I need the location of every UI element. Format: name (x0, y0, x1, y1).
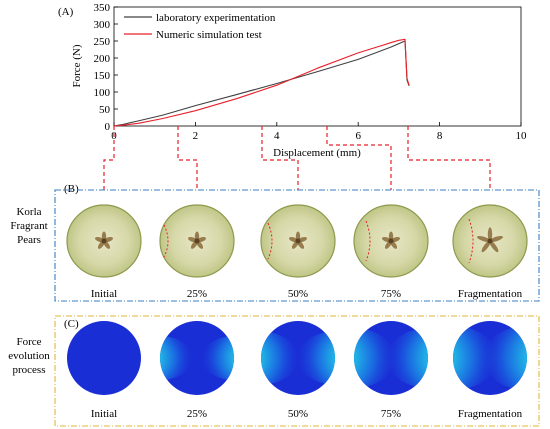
pear-core (388, 238, 394, 244)
x-axis: 0 2 4 6 8 10 (111, 122, 527, 142)
connector-75 (326, 126, 392, 190)
crack-marker (163, 224, 169, 258)
stage-label: 50% (288, 408, 308, 420)
seed-chamber (476, 235, 491, 243)
panel-a-label: (A) (58, 6, 74, 18)
pear-core (487, 238, 493, 244)
label-line: Pears (17, 234, 41, 246)
y-tick-label: 200 (94, 53, 111, 65)
series-group (113, 38, 410, 127)
x-tick-label: 2 (193, 130, 199, 142)
sim-map-0 (67, 321, 141, 395)
sim-map-1 (160, 321, 234, 395)
pear-slice-0 (66, 204, 142, 278)
stage-label: 25% (187, 288, 207, 300)
connector-fragmentation (407, 126, 491, 190)
stage-label: Fragmentation (458, 408, 523, 420)
stress-zone-left (160, 335, 193, 381)
stage-label: Initial (91, 288, 117, 300)
legend-label-lab: laboratory experimentation (156, 12, 276, 24)
seed-chamber (487, 227, 493, 242)
stress-zone-left (354, 328, 396, 388)
series-line-1 (113, 38, 410, 127)
stress-zone-right (297, 331, 335, 385)
y-tick-label: 150 (94, 70, 111, 82)
y-tick-label: 300 (94, 19, 111, 31)
x-axis-label: Displacement (mm) (273, 147, 361, 159)
seed-chamber (489, 235, 504, 243)
pear-core (295, 238, 301, 244)
y-tick-label: 350 (94, 2, 111, 14)
pear-core (101, 238, 107, 244)
panel-c-label: (C) (64, 318, 79, 330)
stage-label: 50% (288, 288, 308, 300)
crack-marker (267, 222, 273, 260)
panel-b-frame (54, 189, 540, 302)
plot-frame (113, 6, 522, 127)
label-line: process (13, 364, 46, 376)
pear-slice-3 (353, 204, 429, 278)
stage-label: 75% (381, 288, 401, 300)
sim-map-2 (261, 321, 335, 395)
pear-slice-1 (159, 204, 235, 278)
stage-connectors (103, 126, 491, 190)
pear-slice-2 (260, 204, 336, 278)
series-line-0 (113, 40, 410, 127)
specimen-label: Korla Fragrant Pears (10, 206, 47, 246)
seed-chamber (489, 240, 499, 253)
label-line: Force (16, 336, 41, 348)
crack-marker (468, 218, 474, 264)
y-axis: 0 50 100 150 200 250 300 350 (94, 2, 118, 133)
connector-50 (261, 126, 299, 190)
legend-label-sim: Numeric simulation test (156, 29, 262, 41)
seed-chamber (481, 240, 491, 253)
y-tick-label: 0 (105, 121, 111, 133)
pear-photos: Initial 25% 50% 75% Fragmentation (66, 204, 528, 300)
sim-map-4 (453, 321, 527, 395)
y-tick-label: 250 (94, 36, 111, 48)
stage-label: 25% (187, 408, 207, 420)
force-evolution-label: Force evolution process (8, 336, 50, 376)
stress-zone-right (386, 328, 428, 388)
pear-slice-4 (452, 204, 528, 278)
panel-b-label: (B) (64, 183, 79, 195)
sim-body (67, 321, 141, 395)
x-tick-label: 4 (274, 130, 280, 142)
stress-zone-left (453, 326, 497, 390)
stress-zone-right (483, 326, 527, 390)
crack-marker (365, 220, 371, 262)
panel-c-frame (54, 315, 540, 427)
stage-label: Initial (91, 408, 117, 420)
stage-label: 75% (381, 408, 401, 420)
simulation-maps: Initial 25% 50% 75% Fragmentation (67, 321, 527, 420)
sim-map-3 (354, 321, 428, 395)
sim-body (160, 321, 234, 395)
pear-core (194, 238, 200, 244)
label-line: Korla (16, 206, 41, 218)
x-tick-label: 6 (355, 130, 361, 142)
connector-25 (177, 126, 198, 190)
y-tick-label: 50 (99, 104, 111, 116)
stage-label: Fragmentation (458, 288, 523, 300)
label-line: Fragrant (10, 220, 47, 232)
connector-initial (103, 126, 115, 190)
stress-zone-left (261, 331, 299, 385)
x-tick-label: 10 (516, 130, 528, 142)
x-tick-label: 8 (437, 130, 443, 142)
y-tick-label: 100 (94, 87, 111, 99)
y-axis-label: Force (N) (71, 44, 83, 87)
label-line: evolution (8, 350, 50, 362)
stress-zone-right (201, 335, 234, 381)
legend: laboratory experimentation Numeric simul… (124, 12, 276, 41)
